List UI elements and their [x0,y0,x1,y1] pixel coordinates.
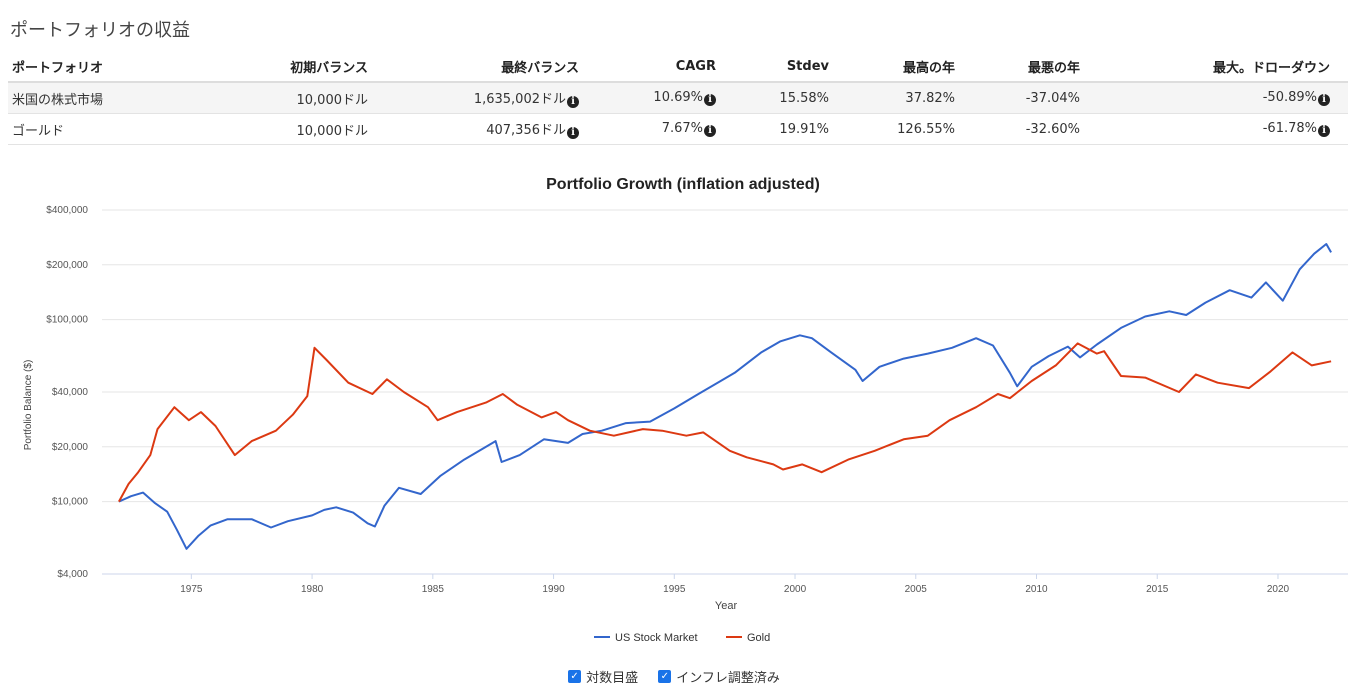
inflation-adjusted-toggle[interactable]: ✓ インフレ調整済み [658,667,780,686]
value: 407,356ドル [486,123,566,138]
x-tick-label: 2015 [1146,584,1169,595]
x-tick-label: 1980 [301,584,324,595]
checkbox-checked-icon[interactable]: ✓ [568,670,582,683]
page-title: ポートフォリオの収益 [10,20,190,41]
cell-initial-balance: 10,000ドル [206,82,372,114]
cell-final-balance: 1,635,002ドル i [372,82,583,114]
y-axis-label: Portfolio Balance ($) [23,360,34,451]
legend-label: US Stock Market [615,632,698,644]
y-tick-label: $10,000 [52,497,89,508]
col-max-drawdown[interactable]: 最大。ドローダウン [1084,51,1334,83]
series-line-gold[interactable] [118,342,1332,503]
x-tick-label: 2010 [1025,584,1048,595]
chart-title: Portfolio Growth (inflation adjusted) [546,176,820,193]
cell-initial-balance: 10,000ドル [206,113,372,145]
legend: US Stock Market Gold [594,632,770,644]
col-portfolio[interactable]: ポートフォリオ [8,51,206,83]
cell-stdev: 15.58% [720,82,833,114]
cell-final-balance: 407,356ドル i [372,113,583,145]
info-icon[interactable]: i [1318,94,1330,106]
cell-best-year: 126.55% [833,113,959,145]
series-line-us-stock-market[interactable] [118,243,1332,550]
x-tick-label: 2020 [1267,584,1290,595]
value: -50.89% [1262,90,1317,105]
y-tick-label: $20,000 [52,442,89,453]
col-stdev[interactable]: Stdev [720,51,833,83]
col-final-balance[interactable]: 最終バランス [372,51,583,83]
portfolio-growth-chart[interactable]: Portfolio Growth (inflation adjusted) $4… [0,165,1348,660]
info-icon[interactable]: i [567,127,579,139]
cell-portfolio: 米国の株式市場 [8,82,206,114]
x-tick-label: 2005 [905,584,928,595]
info-icon[interactable]: i [1318,125,1330,137]
value: 7.67% [661,121,703,136]
value: 10.69% [653,90,703,105]
x-tick-label: 1975 [180,584,203,595]
cell-worst-year: -32.60% [959,113,1084,145]
legend-item-gold[interactable]: Gold [726,632,770,644]
info-icon[interactable]: i [567,96,579,108]
x-tick-label: 1985 [422,584,445,595]
table-header-row: ポートフォリオ 初期バランス 最終バランス CAGR Stdev 最高の年 最悪… [8,51,1348,83]
y-tick-label: $100,000 [46,315,88,326]
value: -61.78% [1262,121,1317,136]
y-tick-label: $400,000 [46,205,88,216]
x-tick-label: 1995 [663,584,686,595]
info-icon[interactable]: i [704,94,716,106]
cell-cagr: 7.67% i [583,113,720,145]
col-worst-year[interactable]: 最悪の年 [959,51,1084,83]
x-axis-label: Year [715,600,738,612]
legend-item-us-stock[interactable]: US Stock Market [594,632,698,644]
legend-label: Gold [747,632,770,644]
checkbox-checked-icon[interactable]: ✓ [658,670,672,683]
cell-stdev: 19.91% [720,113,833,145]
col-cagr[interactable]: CAGR [583,51,720,83]
x-tick-label: 2000 [784,584,807,595]
info-icon[interactable]: i [704,125,716,137]
y-tick-label: $4,000 [57,569,88,580]
y-tick-label: $40,000 [52,387,89,398]
cell-best-year: 37.82% [833,82,959,114]
table-row: 米国の株式市場 10,000ドル 1,635,002ドル i 10.69% i 15… [8,82,1348,114]
table-row: ゴールド 10,000ドル 407,356ドル i 7.67% i 19.91% 1… [8,113,1348,145]
y-tick-label: $200,000 [46,260,88,271]
x-tick-label: 1990 [542,584,565,595]
log-scale-label: 対数目盛 [586,671,639,686]
cell-worst-year: -37.04% [959,82,1084,114]
col-initial-balance[interactable]: 初期バランス [206,51,372,83]
log-scale-toggle[interactable]: ✓ 対数目盛 [568,667,638,686]
cell-max-drawdown: -61.78% i [1084,113,1334,145]
cell-cagr: 10.69% i [583,82,720,114]
cell-portfolio: ゴールド [8,113,206,145]
cell-max-drawdown: -50.89% i [1084,82,1334,114]
value: 1,635,002ドル [473,92,566,107]
col-best-year[interactable]: 最高の年 [833,51,959,83]
chart-options: ✓ 対数目盛 ✓ インフレ調整済み [0,667,1348,686]
returns-table: ポートフォリオ 初期バランス 最終バランス CAGR Stdev 最高の年 最悪… [8,51,1348,145]
inflation-label: インフレ調整済み [676,671,780,686]
